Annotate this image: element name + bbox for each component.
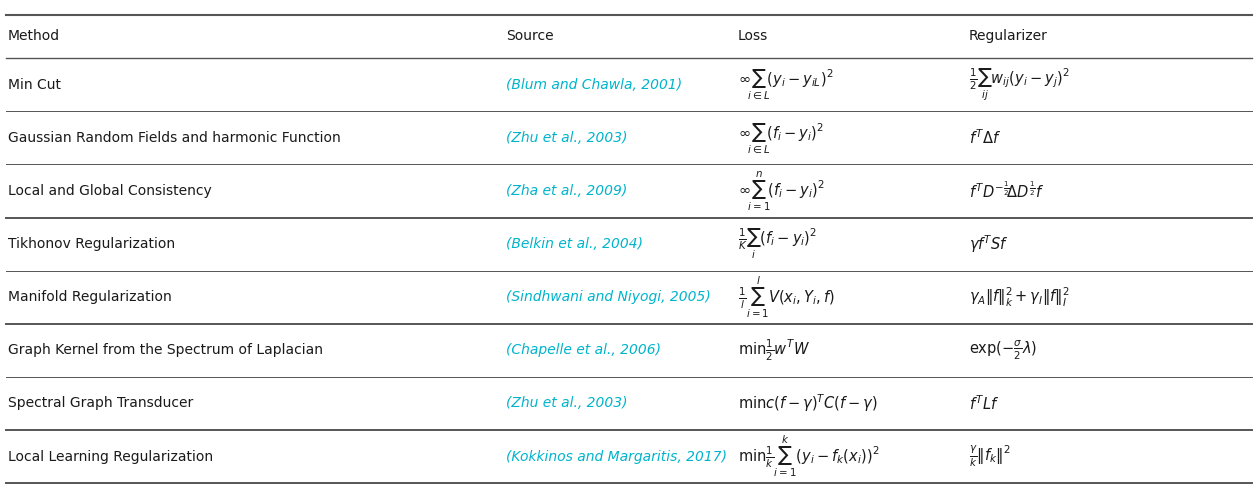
Text: (Zhu et al., 2003): (Zhu et al., 2003) xyxy=(506,396,628,411)
Text: (Chapelle et al., 2006): (Chapelle et al., 2006) xyxy=(506,343,661,357)
Text: $\frac{1}{l}\sum_{i=1}^{l}V(x_i, Y_i, f)$: $\frac{1}{l}\sum_{i=1}^{l}V(x_i, Y_i, f)… xyxy=(738,275,835,320)
Text: Local Learning Regularization: Local Learning Regularization xyxy=(8,450,212,463)
Text: (Kokkinos and Margaritis, 2017): (Kokkinos and Margaritis, 2017) xyxy=(506,450,727,463)
Text: $\infty\!\sum_{i\in L}\!(y_i - y_{iL})^2$: $\infty\!\sum_{i\in L}\!(y_i - y_{iL})^2… xyxy=(738,68,833,102)
Text: (Zha et al., 2009): (Zha et al., 2009) xyxy=(506,184,628,198)
Text: Local and Global Consistency: Local and Global Consistency xyxy=(8,184,211,198)
Text: $\infty\!\sum_{i\in L}\!(f_i - y_i)^2$: $\infty\!\sum_{i\in L}\!(f_i - y_i)^2$ xyxy=(738,121,825,155)
Text: $\frac{1}{K}\sum_{i}(f_i - y_i)^2$: $\frac{1}{K}\sum_{i}(f_i - y_i)^2$ xyxy=(738,227,817,261)
Text: (Zhu et al., 2003): (Zhu et al., 2003) xyxy=(506,131,628,145)
Text: $\gamma f^T S f$: $\gamma f^T S f$ xyxy=(969,233,1009,255)
Text: $\frac{\gamma}{k}\|f_k\|^2$: $\frac{\gamma}{k}\|f_k\|^2$ xyxy=(969,444,1010,469)
Text: Min Cut: Min Cut xyxy=(8,78,60,92)
Text: $\exp(-\frac{\sigma}{2}\lambda)$: $\exp(-\frac{\sigma}{2}\lambda)$ xyxy=(969,339,1037,362)
Text: $f^T Lf$: $f^T Lf$ xyxy=(969,394,999,413)
Text: Source: Source xyxy=(506,30,553,43)
Text: $\gamma_A\|f\|_k^2 + \gamma_I\|f\|_I^2$: $\gamma_A\|f\|_k^2 + \gamma_I\|f\|_I^2$ xyxy=(969,285,1069,309)
Text: Manifold Regularization: Manifold Regularization xyxy=(8,290,171,304)
Text: (Sindhwani and Niyogi, 2005): (Sindhwani and Niyogi, 2005) xyxy=(506,290,710,304)
Text: Graph Kernel from the Spectrum of Laplacian: Graph Kernel from the Spectrum of Laplac… xyxy=(8,343,323,357)
Text: Tikhonov Regularization: Tikhonov Regularization xyxy=(8,237,174,251)
Text: $\min\frac{1}{2}w^T W$: $\min\frac{1}{2}w^T W$ xyxy=(738,338,811,363)
Text: Spectral Graph Transducer: Spectral Graph Transducer xyxy=(8,396,193,411)
Text: $f^T \Delta f$: $f^T \Delta f$ xyxy=(969,129,1000,147)
Text: $\infty\!\sum_{i=1}^{n}\!(f_i - y_i)^2$: $\infty\!\sum_{i=1}^{n}\!(f_i - y_i)^2$ xyxy=(738,170,825,212)
Text: $\min\frac{1}{k}\sum_{i=1}^{k}(y_i - f_k(x_i))^2$: $\min\frac{1}{k}\sum_{i=1}^{k}(y_i - f_k… xyxy=(738,434,880,479)
Text: Loss: Loss xyxy=(738,30,768,43)
Text: (Belkin et al., 2004): (Belkin et al., 2004) xyxy=(506,237,643,251)
Text: $\frac{1}{2}\sum_{ij}w_{ij}(y_i - y_j)^2$: $\frac{1}{2}\sum_{ij}w_{ij}(y_i - y_j)^2… xyxy=(969,67,1069,103)
Text: (Blum and Chawla, 2001): (Blum and Chawla, 2001) xyxy=(506,78,681,92)
Text: $\min c(f-\gamma)^T C(f-\gamma)$: $\min c(f-\gamma)^T C(f-\gamma)$ xyxy=(738,392,877,414)
Text: Gaussian Random Fields and harmonic Function: Gaussian Random Fields and harmonic Func… xyxy=(8,131,340,145)
Text: $f^T D^{-\frac{1}{2}}\!\Delta D^{\frac{1}{2}} f$: $f^T D^{-\frac{1}{2}}\!\Delta D^{\frac{1… xyxy=(969,180,1044,202)
Text: Method: Method xyxy=(8,30,60,43)
Text: Regularizer: Regularizer xyxy=(969,30,1048,43)
